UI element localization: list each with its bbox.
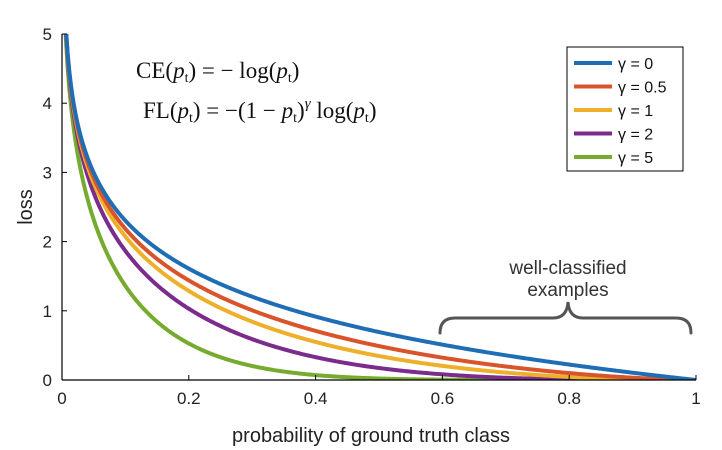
series-line-gamma-1 [64,34,696,380]
y-tick-label: 2 [43,233,52,252]
y-tick-label: 3 [43,163,52,182]
y-ticks: 0 1 2 3 4 5 [43,25,67,390]
formula-fl: FL(pt) = −(1 − pt)γ log(pt) [143,96,376,126]
x-ticks: 0 0.2 0.4 0.6 0.8 1 [57,375,701,408]
curly-brace [438,301,693,335]
x-tick-label: 0.2 [177,389,201,408]
x-tick-label: 1 [691,389,700,408]
x-tick-label: 0 [57,389,66,408]
x-tick-label: 0.6 [431,389,455,408]
series-line-gamma-0 [64,34,696,380]
legend: γ = 0 γ = 0.5 γ = 1 γ = 2 γ = 5 [566,46,684,172]
y-axis-label: loss [15,189,37,225]
legend-label: γ = 0 [618,56,653,73]
svg-text:CE(pt) = − log(pt): CE(pt) = − log(pt) [136,58,299,86]
y-tick-label: 0 [43,371,52,390]
y-tick-label: 1 [43,302,52,321]
y-tick-label: 5 [43,25,52,44]
legend-label: γ = 1 [618,103,653,120]
y-tick-label: 4 [43,94,52,113]
series-line-gamma-0-5 [64,34,696,380]
x-axis-label: probability of ground truth class [232,425,510,447]
annotation-line2: examples [527,280,608,301]
legend-label: γ = 5 [618,150,653,167]
x-tick-label: 0.4 [304,389,328,408]
curves-group [63,34,696,380]
svg-text:FL(pt) = −(1 − pt)γ log(pt): FL(pt) = −(1 − pt)γ log(pt) [143,96,376,126]
formula-ce: CE(pt) = − log(pt) [136,58,299,86]
well-classified-annotation: well-classified examples [438,258,693,335]
x-tick-label: 0.8 [557,389,581,408]
axes [61,34,696,381]
legend-label: γ = 0.5 [618,80,667,97]
annotation-line1: well-classified [508,258,626,279]
series-line-gamma-5 [63,34,696,380]
legend-label: γ = 2 [618,127,653,144]
